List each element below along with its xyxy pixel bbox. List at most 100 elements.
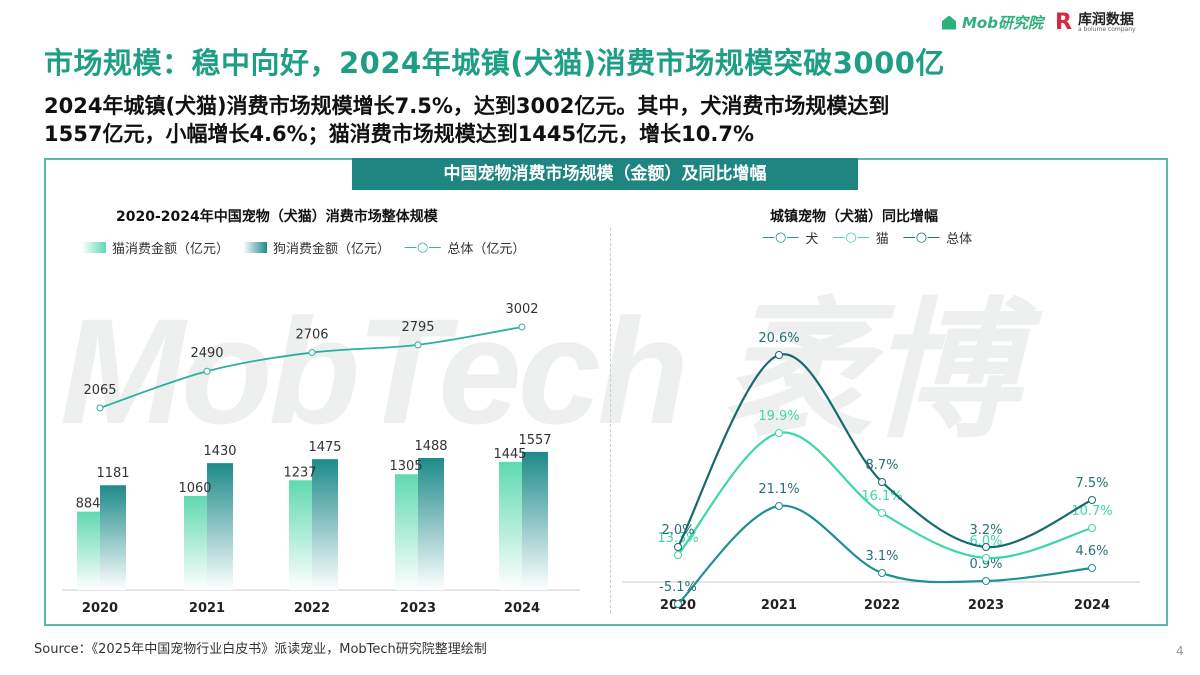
x-tick-label: 2020 (82, 601, 118, 616)
page-title: 市场规模：稳中向好，2024年城镇(犬猫)消费市场规模突破3000亿 (44, 46, 945, 80)
x-tick-label: 2023 (968, 598, 1004, 613)
bar-dog-label: 1181 (96, 466, 129, 481)
x-tick-label: 2022 (864, 598, 900, 613)
growth-label: 0.9% (969, 557, 1002, 572)
total-point (96, 404, 104, 412)
left-chart-title: 2020-2024年中国宠物（犬猫）消费市场整体规模 (116, 209, 438, 225)
legend-cat: 猫消费金额（亿元） (112, 242, 230, 257)
growth-point (674, 551, 682, 559)
growth-label: 19.9% (758, 409, 799, 424)
legend-total-marker-icon: —○— (902, 230, 941, 245)
growth-point (674, 600, 682, 608)
growth-label: 2.0% (661, 523, 694, 538)
growth-label: 7.5% (1075, 476, 1108, 491)
bar-cat-label: 1060 (178, 481, 211, 496)
growth-point (1088, 564, 1096, 572)
growth-label: 20.6% (758, 331, 799, 346)
growth-line-犬 (677, 504, 1093, 605)
bar-dog-label: 1557 (518, 433, 551, 448)
bar-cat-label: 884 (76, 497, 101, 512)
bar-dog (100, 485, 126, 590)
x-tick-label: 2024 (504, 601, 540, 616)
growth-point (674, 543, 682, 551)
legend-dog-marker-icon: —○— (762, 230, 800, 245)
growth-label: 8.7% (865, 458, 898, 473)
mob-logo-icon (942, 15, 956, 30)
bar-dog-label: 1475 (308, 440, 341, 455)
growth-point (982, 577, 990, 585)
growth-point (775, 502, 783, 510)
bar-dog-label: 1430 (203, 444, 236, 459)
growth-point (878, 569, 886, 577)
kuyun-logo-icon: R (1054, 10, 1072, 35)
chart-banner: 中国宠物消费市场规模（金额）及同比增幅 (352, 158, 858, 190)
logos: Mob研究院 R 库润数据 a bolume company (942, 10, 1136, 35)
total-point (414, 341, 422, 349)
growth-point (878, 478, 886, 486)
kuyun-logo-sub: a bolume company (1077, 25, 1136, 33)
right-chart-title: 城镇宠物（犬猫）同比增幅 (770, 209, 938, 225)
legend-dog-growth: 犬 (805, 232, 819, 247)
growth-label: 3.2% (969, 523, 1002, 538)
growth-point (1088, 496, 1096, 504)
legend-swatch-dog (243, 242, 268, 253)
bar-cat (184, 495, 207, 590)
legend-cat-marker-icon: —○— (832, 230, 870, 245)
subtitle-line-2: 1557亿元，小幅增长4.6%；猫消费市场规模达到1445亿元，增长10.7% (44, 122, 754, 146)
divider (610, 228, 611, 613)
x-tick-label: 2021 (761, 598, 797, 613)
growth-point (878, 509, 886, 517)
x-tick-label: 2021 (189, 601, 225, 616)
right-legend: —○— 犬 —○— 猫 —○— 总体 (762, 228, 972, 247)
x-tick-label: 2022 (294, 601, 330, 616)
growth-label: 4.6% (1075, 544, 1108, 559)
bar-cat-label: 1305 (389, 459, 422, 474)
legend-cat-growth: 猫 (875, 232, 889, 247)
growth-point (1088, 524, 1096, 532)
growth-point (982, 554, 990, 562)
bar-cat (499, 461, 522, 590)
growth-point (982, 543, 990, 551)
bar-cat (289, 480, 312, 590)
legend-swatch-cat (82, 242, 106, 253)
total-label: 2795 (401, 320, 434, 335)
total-point (308, 349, 316, 357)
total-label: 2706 (295, 328, 328, 343)
bar-cat (395, 474, 418, 590)
growth-label: 3.1% (865, 549, 898, 564)
growth-point (775, 429, 783, 437)
growth-line-总体 (677, 353, 1093, 549)
bar-dog (207, 463, 233, 590)
bar-cat-label: 1445 (493, 447, 526, 462)
x-tick-label: 2024 (1074, 598, 1110, 613)
growth-line-猫 (677, 431, 1093, 560)
total-label: 2065 (83, 383, 116, 398)
watermark: MobTech 袤博 (60, 287, 1018, 455)
page-number: 4 (1176, 644, 1184, 658)
legend-total: 总体（亿元） (447, 242, 526, 257)
bar-dog (522, 451, 548, 590)
legend-total-growth: 总体 (946, 232, 973, 247)
bar-dog (312, 459, 338, 590)
bar-cat-label: 1237 (283, 465, 316, 480)
growth-label: 21.1% (758, 482, 799, 497)
mob-logo-text: Mob研究院 (962, 14, 1043, 32)
bar-dog-label: 1488 (414, 439, 447, 454)
bar-dog (418, 458, 444, 590)
legend-dog: 狗消费金额（亿元） (273, 242, 391, 257)
growth-label: 10.7% (1071, 504, 1112, 519)
total-label: 2490 (190, 346, 223, 361)
subtitle-line-1: 2024年城镇(犬猫)消费市场规模增长7.5%，达到3002亿元。其中，犬消费市… (44, 94, 890, 118)
kuyun-logo-text: 库润数据 (1077, 11, 1134, 28)
total-point (203, 367, 211, 375)
x-tick-label: 2023 (400, 601, 436, 616)
growth-label: -5.1% (659, 580, 697, 595)
source-note: Source：《2025年中国宠物行业白皮书》派读宠业，MobTech研究院整理… (34, 642, 487, 657)
total-label: 3002 (505, 302, 538, 317)
bar-cat (77, 511, 100, 590)
growth-label: 13.3% (657, 531, 698, 546)
left-legend: 猫消费金额（亿元） 狗消费金额（亿元） —○— 总体（亿元） (82, 238, 525, 257)
legend-line-marker-icon: —○— (404, 240, 442, 255)
total-point (518, 323, 526, 331)
